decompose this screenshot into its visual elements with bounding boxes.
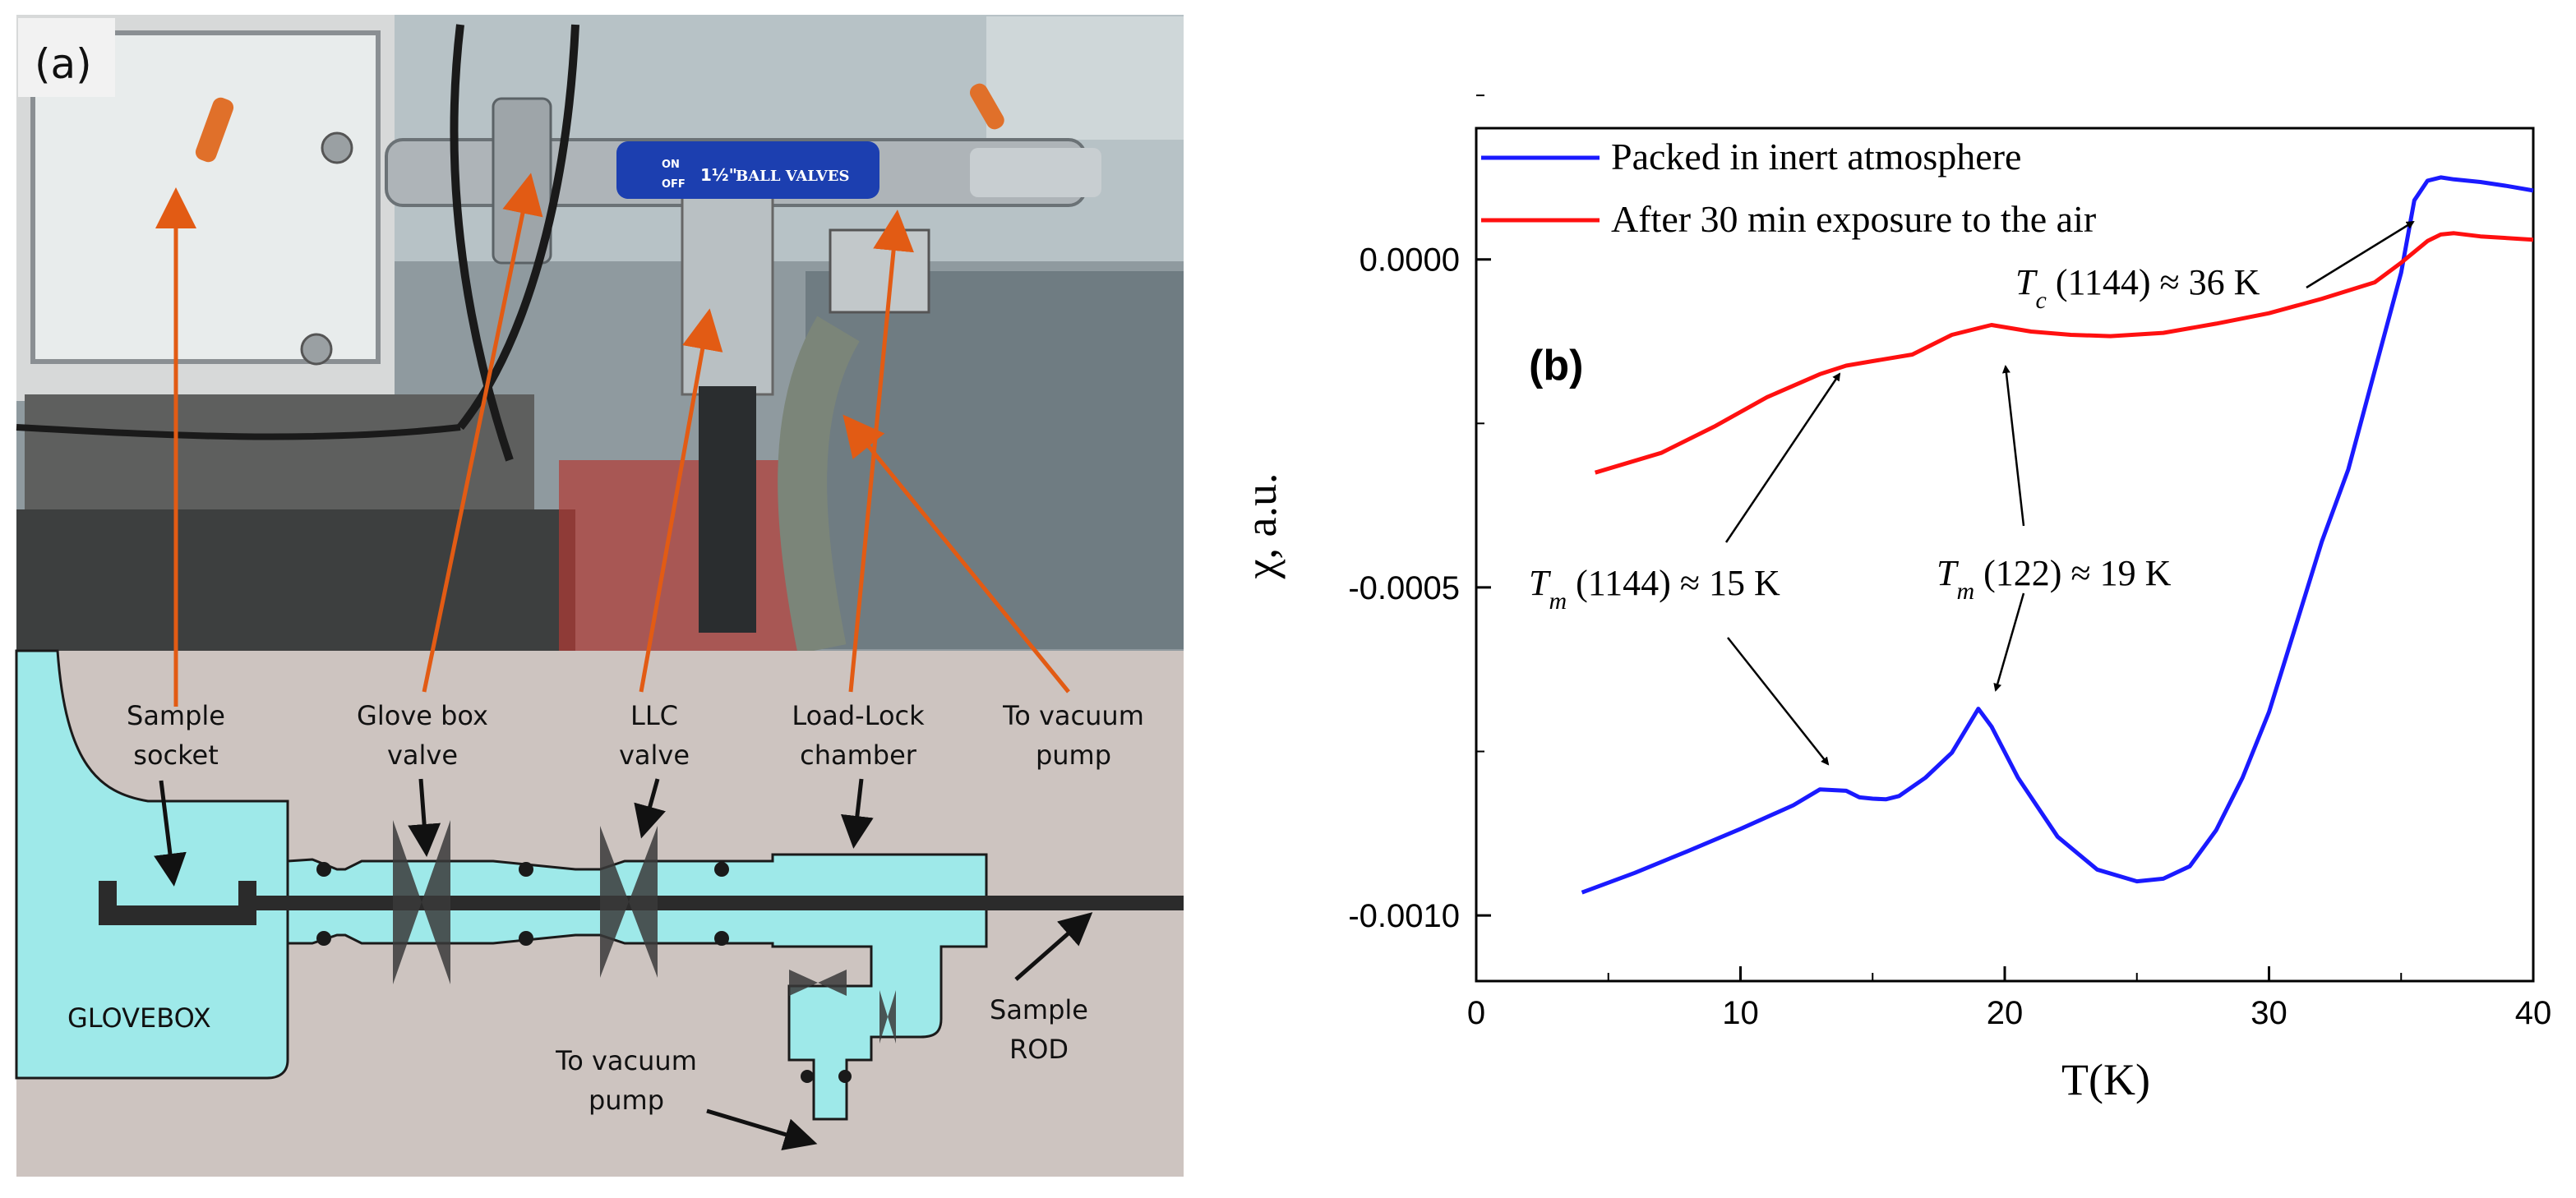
photo-ball-valve-handle: ON OFF 1½" BALL VALVES xyxy=(616,141,879,199)
svg-text:To vacuum: To vacuum xyxy=(1002,700,1144,731)
o-rings xyxy=(316,862,852,1083)
annotation-tm-1144: Tm (1144) ≈ 15 K xyxy=(1529,563,1780,615)
schematic-diagram xyxy=(15,649,1184,1177)
svg-text:Glove box: Glove box xyxy=(357,700,488,731)
svg-text:To vacuum: To vacuum xyxy=(555,1045,697,1076)
diagram-labels: Sample socket Glove box valve LLC valve … xyxy=(67,700,1144,1116)
svg-text:LLC: LLC xyxy=(630,700,678,731)
x-tick-label: 20 xyxy=(1987,995,2024,1031)
annotation-arrows xyxy=(1724,220,2415,766)
annotation-tm-122: Tm (122) ≈ 19 K xyxy=(1937,553,2172,605)
legend-label-0: Packed in inert atmosphere xyxy=(1611,136,2021,177)
sample-socket xyxy=(99,881,256,925)
y-tick-label: 0.0000 xyxy=(1360,242,1460,279)
y-axis-ticks: 0.0000 -0.0005 -0.0010 xyxy=(1348,94,1491,934)
y-axis-label: χ, a.u. xyxy=(1236,473,1286,580)
panel-b-chart: 0 10 20 30 40 0.0000 -0.0005 -0.0010 Packed in… xyxy=(1236,94,2551,1104)
svg-text:(a): (a) xyxy=(35,40,92,88)
legend: Packed in inert atmosphere After 30 min e… xyxy=(1481,136,2096,240)
panel-a-label: (a) xyxy=(18,18,115,97)
photo-orange-handles xyxy=(195,83,1004,163)
svg-text:chamber: chamber xyxy=(800,740,917,771)
x-tick-label: 40 xyxy=(2515,995,2552,1031)
svg-text:Tc (1144) ≈ 36 K: Tc (1144) ≈ 36 K xyxy=(2015,262,2260,314)
series-line-0 xyxy=(1581,175,2534,895)
svg-text:pump: pump xyxy=(589,1085,664,1116)
svg-text:BALL VALVES: BALL VALVES xyxy=(736,168,850,185)
y-tick-label: -0.0005 xyxy=(1348,570,1460,606)
orange-callout-arrows xyxy=(155,173,1070,707)
svg-text:valve: valve xyxy=(619,740,690,771)
x-tick-label: 30 xyxy=(2251,995,2287,1031)
llc-valve-symbol xyxy=(600,826,658,978)
svg-text:OFF: OFF xyxy=(662,178,686,191)
svg-text:Tm (1144) ≈ 15 K: Tm (1144) ≈ 15 K xyxy=(1529,563,1780,615)
svg-text:Sample: Sample xyxy=(990,994,1088,1025)
y-tick-label: -0.0010 xyxy=(1348,898,1460,934)
svg-text:Load-Lock: Load-Lock xyxy=(792,700,925,731)
svg-text:1½": 1½" xyxy=(700,165,737,185)
svg-text:valve: valve xyxy=(387,740,458,771)
svg-text:ROD: ROD xyxy=(1009,1034,1069,1065)
x-tick-label: 0 xyxy=(1467,995,1485,1031)
svg-text:Sample: Sample xyxy=(127,700,225,731)
svg-text:socket: socket xyxy=(133,740,218,771)
photo-background xyxy=(16,15,1184,651)
glovebox-chamber xyxy=(15,649,289,1080)
svg-text:Tm (122) ≈ 19 K: Tm (122) ≈ 19 K xyxy=(1937,553,2172,605)
panel-b-label: (b) xyxy=(1529,342,1583,389)
svg-text:pump: pump xyxy=(1036,740,1111,771)
svg-text:GLOVEBOX: GLOVEBOX xyxy=(67,1002,211,1034)
annotation-tc-1144: Tc (1144) ≈ 36 K xyxy=(2015,262,2260,314)
diagram-black-arrows xyxy=(154,778,1093,1150)
x-axis-ticks: 0 10 20 30 40 xyxy=(1467,966,2551,1031)
panel-a-photo-and-diagram: ON OFF 1½" BALL VALVES (a) xyxy=(15,15,1184,1177)
legend-label-1: After 30 min exposure to the air xyxy=(1611,198,2096,240)
x-axis-label: T(K) xyxy=(2061,1055,2150,1104)
series-line-1 xyxy=(1594,231,2534,475)
sample-rod xyxy=(256,896,1184,910)
x-tick-label: 10 xyxy=(1722,995,1759,1031)
series-lines xyxy=(1581,175,2534,895)
svg-text:ON: ON xyxy=(662,159,680,171)
glove-box-valve-symbol xyxy=(393,820,450,984)
